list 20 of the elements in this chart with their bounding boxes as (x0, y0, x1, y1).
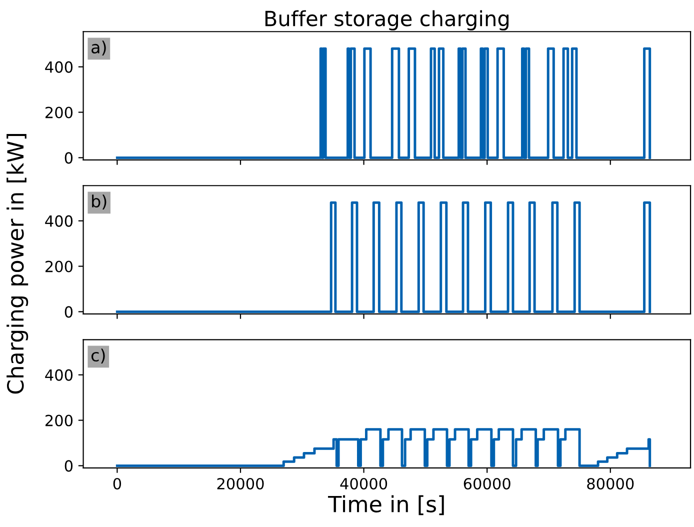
y-tick-label: 200 (46, 260, 73, 272)
x-tick-label: 80000 (587, 478, 634, 490)
chart-title: Buffer storage charging (265, 10, 509, 30)
y-tick-label: 400 (45, 61, 73, 73)
y-tick-label: 400 (45, 215, 73, 227)
annotation: a) (92, 40, 106, 56)
y-tick-label: 0 (64, 306, 73, 318)
x-tick-label: 0 (113, 478, 122, 490)
annotation: c) (91, 348, 105, 364)
y-tick-label: 0 (64, 460, 73, 472)
y-tick-label: 0 (64, 152, 73, 164)
y-tick-label: 200 (46, 414, 73, 426)
annotation: b) (92, 194, 106, 210)
y-tick-label: 200 (46, 106, 73, 118)
y-axis-title: Charging power in [kW] (6, 134, 28, 394)
x-tick-label: 20000 (217, 478, 264, 490)
y-tick-label: 400 (45, 369, 73, 381)
x-tick-label: 60000 (464, 478, 510, 490)
x-tick-label: 40000 (340, 478, 388, 490)
x-axis-title: Time in [s] (328, 495, 444, 516)
